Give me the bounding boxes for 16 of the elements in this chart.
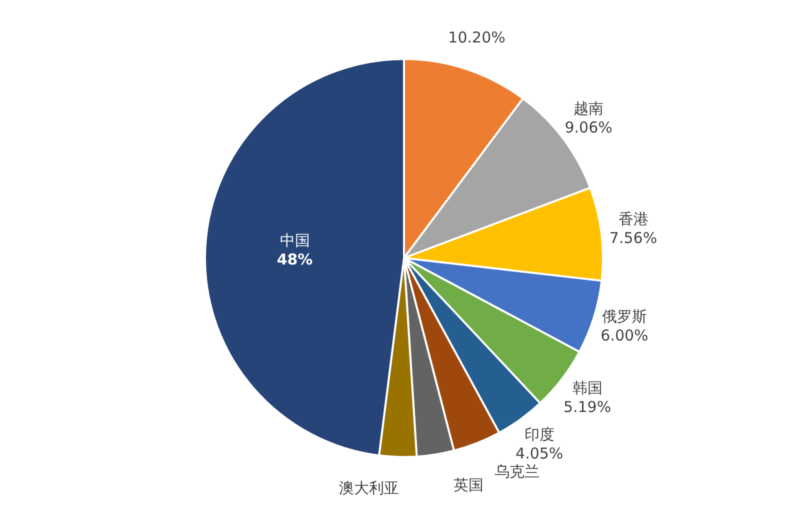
slice-label: 俄罗斯: [602, 307, 647, 326]
slice-label: 中国: [280, 232, 310, 250]
data-label: 5.19%: [563, 398, 612, 416]
slice-label: 澳大利亚: [338, 478, 399, 497]
data-label: 4.05%: [516, 444, 564, 463]
slice-label: 越南: [574, 99, 604, 118]
data-label: 9.06%: [564, 118, 612, 136]
data-label: 10.20%: [448, 28, 506, 47]
data-label: 48%: [276, 250, 313, 269]
slice-label: 印度: [524, 426, 554, 444]
slice-label: 香港: [618, 210, 648, 228]
slice-label: 乌克兰: [494, 462, 540, 481]
data-label: 6.00%: [600, 326, 648, 344]
slice-label: 英国: [454, 476, 484, 494]
data-label: 7.56%: [609, 229, 658, 248]
slice-label: 韩国: [572, 378, 602, 397]
